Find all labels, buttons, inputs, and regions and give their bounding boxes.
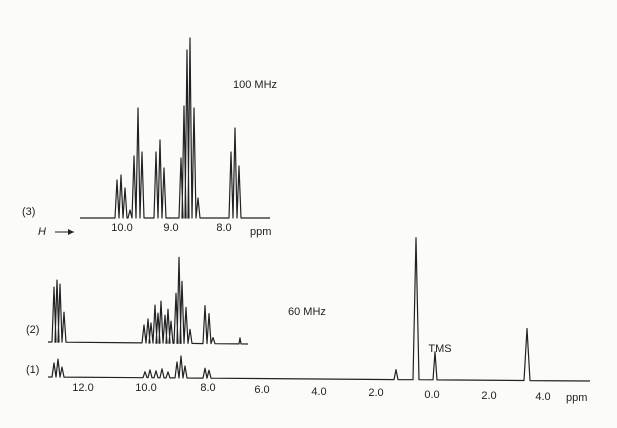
tick-label: 2.0 (368, 387, 383, 399)
tick-label: 0.0 (424, 389, 439, 401)
tick-label: 12.0 (72, 382, 93, 394)
tick-label: 6.0 (254, 384, 269, 396)
tick-label: 10.0 (111, 222, 132, 234)
frequency-label: 100 MHz (233, 79, 277, 91)
spectrum-3-trace (80, 37, 270, 219)
tick-label: 4.0 (311, 386, 326, 398)
reference-label: TMS (428, 343, 451, 355)
field-arrowhead (68, 229, 74, 235)
spectrum-label: (2) (26, 324, 39, 336)
tick-label: 10.0 (135, 382, 156, 394)
unit-label: ppm (250, 226, 271, 238)
spectrum-1-trace (48, 237, 591, 382)
tick-label: 8.0 (216, 222, 231, 234)
tick-label: 4.0 (535, 391, 550, 403)
tick-label: 2.0 (481, 390, 496, 402)
frequency-label: 60 MHz (288, 306, 326, 318)
tick-label: 8.0 (200, 382, 215, 394)
field-symbol: H (38, 226, 46, 238)
spectrum-label: (3) (22, 206, 35, 218)
spectrum-label: (1) (26, 364, 39, 376)
unit-label: ppm (566, 392, 587, 404)
tick-label: 9.0 (163, 222, 178, 234)
spectrum-2-trace (48, 256, 249, 345)
